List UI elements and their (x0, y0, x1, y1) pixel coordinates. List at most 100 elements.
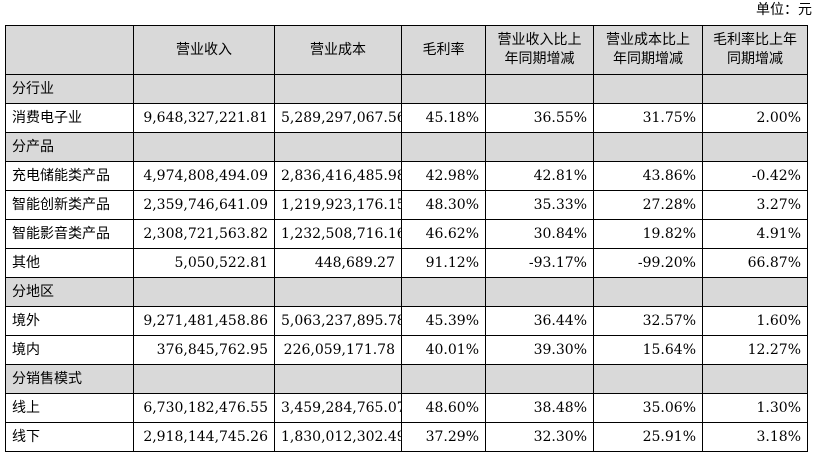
header-cell-margin: 毛利率 (401, 25, 486, 75)
cell-cost-change: 31.75% (593, 103, 703, 133)
section-empty-cell (401, 364, 486, 394)
cell-cost: 5,063,237,895.78 (274, 306, 402, 336)
section-empty-cell (133, 132, 275, 162)
section-title: 分产品 (5, 132, 134, 162)
cell-rev-change: 30.84% (485, 219, 594, 249)
section-empty-cell (593, 74, 703, 104)
cell-cost: 1,232,508,716.16 (274, 219, 402, 249)
table-row: 线上 6,730,182,476.55 3,459,284,765.07 48.60%… (5, 393, 808, 423)
cell-cost: 2,836,416,485.98 (274, 161, 402, 191)
cell-cost: 226,059,171.78 (274, 335, 402, 365)
cell-margin-change: 66.87% (702, 248, 808, 278)
table-row: 境内 376,845,762.95 226,059,171.78 40.01% 39.3… (5, 335, 808, 365)
header-cell-revenue: 营业收入 (133, 25, 275, 75)
cell-cost: 3,459,284,765.07 (274, 393, 402, 423)
row-label: 智能影音类产品 (5, 219, 134, 249)
cell-cost-change: 15.64% (593, 335, 703, 365)
section-empty-cell (401, 132, 486, 162)
cell-revenue: 9,271,481,458.86 (133, 306, 275, 336)
section-title: 分行业 (5, 74, 134, 104)
row-label: 线上 (5, 393, 134, 423)
cell-cost-change: -99.20% (593, 248, 703, 278)
header-row: 营业收入 营业成本 毛利率 营业收入比上年同期增减 营业成本比上年同期增减 毛利… (5, 25, 808, 75)
section-empty-cell (401, 74, 486, 104)
cell-cost: 5,289,297,067.56 (274, 103, 402, 133)
table-row: 境外 9,271,481,458.86 5,063,237,895.78 45.39%… (5, 306, 808, 336)
cell-rev-change: 36.44% (485, 306, 594, 336)
table-body: 分行业 消费电子业 9,648,327,221.81 5,289,297,067.56… (5, 74, 808, 452)
section-title: 分地区 (5, 277, 134, 307)
section-empty-cell (274, 132, 402, 162)
section-title: 分销售模式 (5, 364, 134, 394)
section-row: 分销售模式 (5, 364, 808, 394)
cell-margin-change: -0.42% (702, 161, 808, 191)
cell-rev-change: 42.81% (485, 161, 594, 191)
cell-margin-change: 3.27% (702, 190, 808, 220)
cell-cost-change: 27.28% (593, 190, 703, 220)
table-row: 消费电子业 9,648,327,221.81 5,289,297,067.56 45.… (5, 103, 808, 133)
row-label: 充电储能类产品 (5, 161, 134, 191)
section-empty-cell (274, 277, 402, 307)
section-empty-cell (133, 74, 275, 104)
header-cell-revenue-change: 营业收入比上年同期增减 (485, 25, 594, 75)
cell-revenue: 9,648,327,221.81 (133, 103, 275, 133)
unit-label: 单位：元 (756, 2, 812, 18)
cell-margin: 37.29% (401, 422, 486, 452)
cell-rev-change: 32.30% (485, 422, 594, 452)
cell-revenue: 4,974,808,494.09 (133, 161, 275, 191)
row-label: 境内 (5, 335, 134, 365)
row-label: 智能创新类产品 (5, 190, 134, 220)
cell-revenue: 376,845,762.95 (133, 335, 275, 365)
section-empty-cell (133, 364, 275, 394)
section-row: 分地区 (5, 277, 808, 307)
header-cell-margin-change: 毛利率比上年同期增减 (702, 25, 808, 75)
header-cell-cost-change: 营业成本比上年同期增减 (593, 25, 703, 75)
cell-margin: 45.39% (401, 306, 486, 336)
table-row: 线下 2,918,144,745.26 1,830,012,302.49 37.29%… (5, 422, 808, 452)
cell-rev-change: 39.30% (485, 335, 594, 365)
cell-cost-change: 25.91% (593, 422, 703, 452)
header-cell-cost: 营业成本 (274, 25, 402, 75)
section-empty-cell (593, 364, 703, 394)
table-row: 其他 5,050,522.81 448,689.27 91.12% -93.17% -99… (5, 248, 808, 278)
cell-margin: 48.60% (401, 393, 486, 423)
cell-margin-change: 3.18% (702, 422, 808, 452)
cell-margin: 48.30% (401, 190, 486, 220)
row-label: 境外 (5, 306, 134, 336)
cell-rev-change: 36.55% (485, 103, 594, 133)
cell-margin-change: 4.91% (702, 219, 808, 249)
section-empty-cell (593, 132, 703, 162)
cell-cost-change: 32.57% (593, 306, 703, 336)
cell-revenue: 2,359,746,641.09 (133, 190, 275, 220)
section-empty-cell (702, 277, 808, 307)
cell-cost: 1,219,923,176.15 (274, 190, 402, 220)
section-empty-cell (133, 277, 275, 307)
section-row: 分产品 (5, 132, 808, 162)
table-row: 充电储能类产品 4,974,808,494.09 2,836,416,485.98 4… (5, 161, 808, 191)
section-empty-cell (485, 277, 594, 307)
section-empty-cell (593, 277, 703, 307)
table-header: 营业收入 营业成本 毛利率 营业收入比上年同期增减 营业成本比上年同期增减 毛利… (5, 25, 808, 75)
cell-cost-change: 19.82% (593, 219, 703, 249)
cell-cost: 1,830,012,302.49 (274, 422, 402, 452)
cell-rev-change: 38.48% (485, 393, 594, 423)
cell-cost-change: 43.86% (593, 161, 703, 191)
section-empty-cell (702, 132, 808, 162)
section-empty-cell (485, 364, 594, 394)
section-empty-cell (274, 74, 402, 104)
section-row: 分行业 (5, 74, 808, 104)
cell-margin: 45.18% (401, 103, 486, 133)
row-label: 消费电子业 (5, 103, 134, 133)
cell-margin-change: 12.27% (702, 335, 808, 365)
section-empty-cell (274, 364, 402, 394)
cell-rev-change: 35.33% (485, 190, 594, 220)
section-empty-cell (702, 74, 808, 104)
section-empty-cell (485, 132, 594, 162)
row-label: 线下 (5, 422, 134, 452)
table-row: 智能创新类产品 2,359,746,641.09 1,219,923,176.15 4… (5, 190, 808, 220)
cell-margin: 91.12% (401, 248, 486, 278)
cell-margin: 42.98% (401, 161, 486, 191)
row-label: 其他 (5, 248, 134, 278)
cell-rev-change: -93.17% (485, 248, 594, 278)
section-empty-cell (401, 277, 486, 307)
